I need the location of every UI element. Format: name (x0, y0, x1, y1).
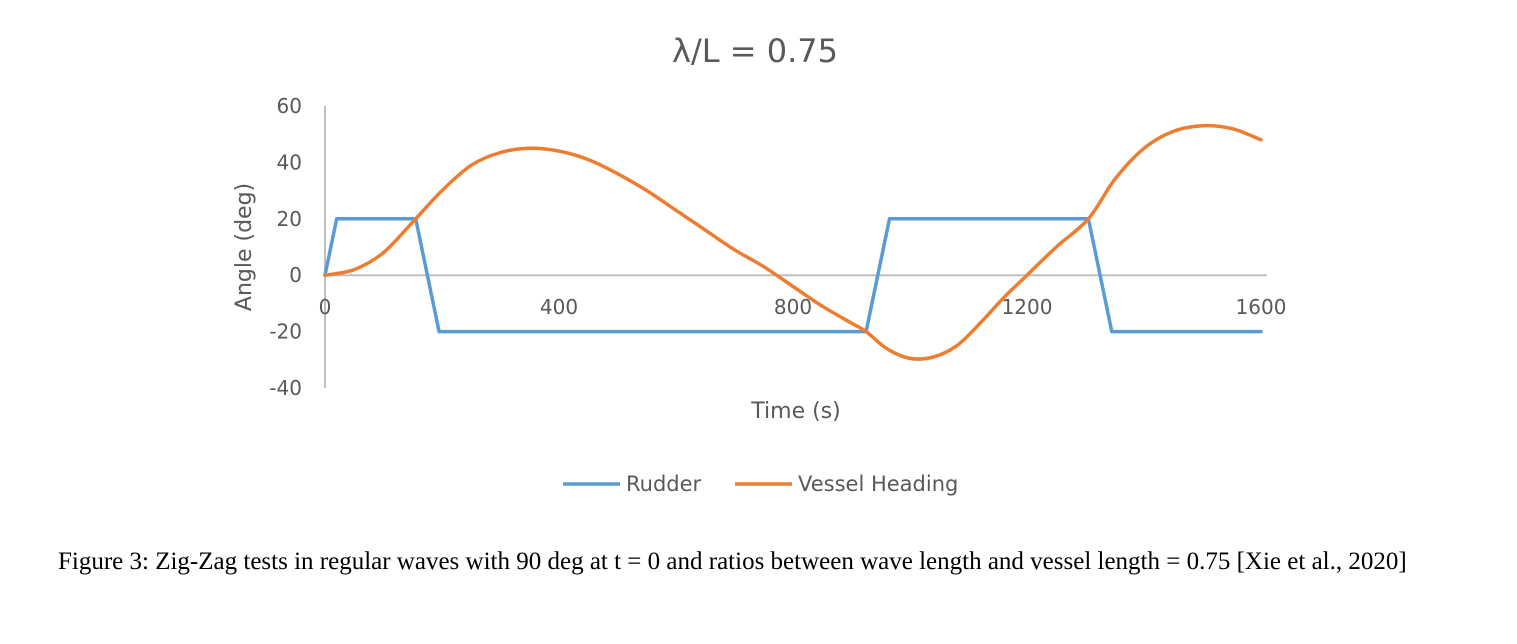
y-axis-label: Angle (deg) (232, 183, 257, 311)
y-tick-label: -40 (269, 376, 302, 400)
legend: Rudder Vessel Heading (563, 472, 958, 496)
legend-item-vessel-heading: Vessel Heading (735, 472, 958, 496)
y-tick-label: -20 (269, 320, 302, 344)
chart: λ/L = 0.75 60 40 20 0 -20 -40 0 400 800 1200 1600… (232, 32, 1287, 496)
y-tick-label: 60 (277, 94, 302, 118)
x-axis-label: Time (s) (750, 399, 840, 424)
x-tick-label: 400 (540, 295, 578, 319)
x-tick-labels: 0 400 800 1200 1600 (319, 295, 1287, 319)
legend-item-rudder: Rudder (563, 472, 702, 496)
chart-title: λ/L = 0.75 (672, 32, 838, 70)
y-tick-label: 0 (289, 263, 302, 287)
y-tick-label: 20 (277, 207, 302, 231)
y-tick-label: 40 (277, 150, 302, 174)
series-line-vessel-heading (323, 123, 1263, 361)
x-tick-label: 1600 (1236, 295, 1287, 319)
x-tick-label: 0 (319, 295, 332, 319)
x-tick-label: 1200 (1002, 295, 1053, 319)
series-layer (323, 123, 1263, 361)
legend-label-vessel-heading: Vessel Heading (798, 472, 958, 496)
figure-caption: Figure 3: Zig-Zag tests in regular waves… (58, 548, 1407, 575)
legend-label-rudder: Rudder (626, 472, 702, 496)
x-tick-label: 800 (774, 295, 812, 319)
y-tick-labels: 60 40 20 0 -20 -40 (269, 94, 302, 400)
